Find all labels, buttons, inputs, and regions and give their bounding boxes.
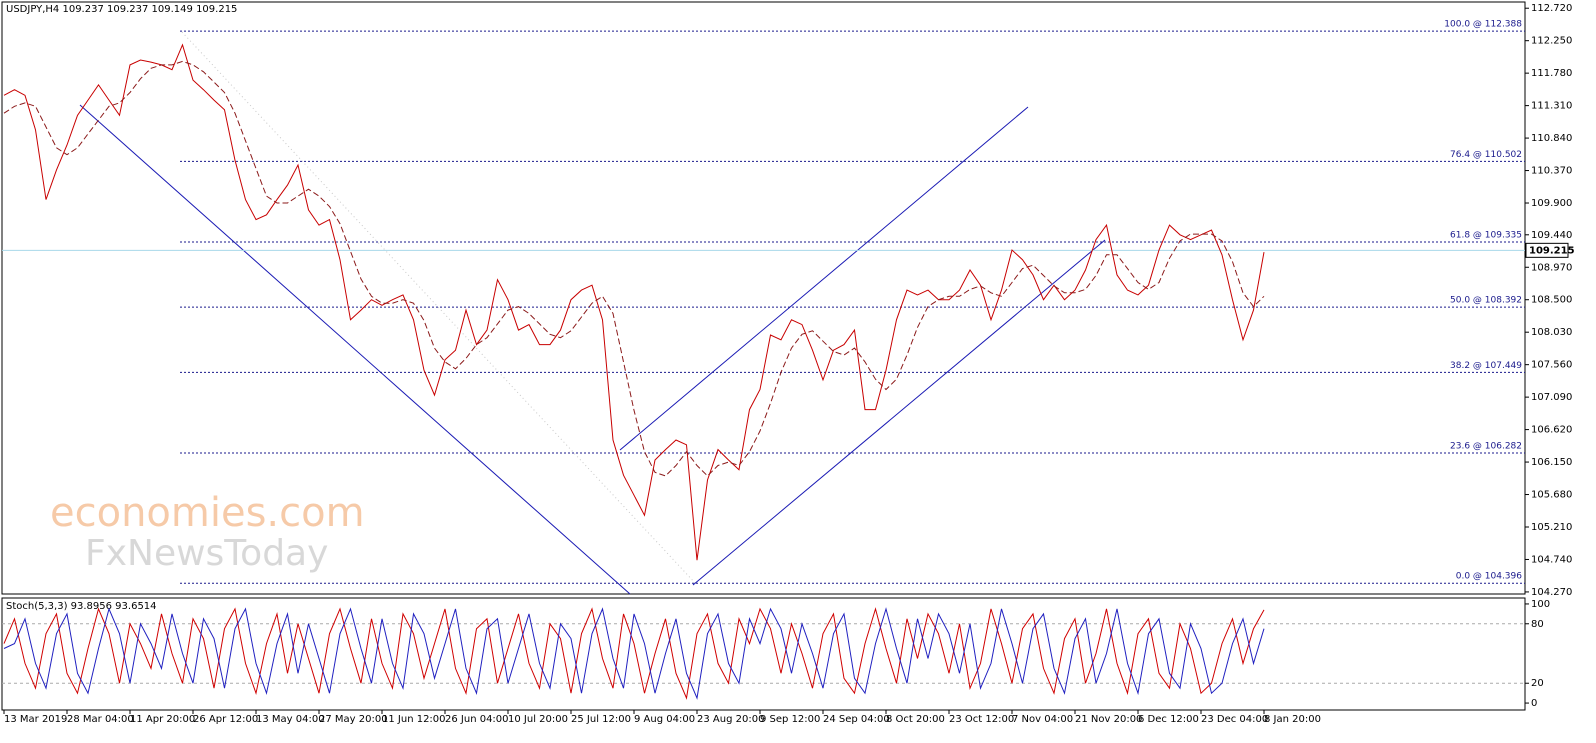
y-tick-label: 108.970 [1531, 262, 1572, 273]
watermark: FxNewsToday [85, 533, 328, 574]
x-tick-label: 8 Oct 20:00 [886, 714, 945, 725]
x-tick-label: 24 Sep 04:00 [823, 714, 890, 725]
y-tick-label: 110.840 [1531, 133, 1572, 144]
y-tick-label: 108.500 [1531, 295, 1572, 306]
main-panel [1, 1, 1526, 595]
x-tick-label: 13 May 04:00 [256, 714, 325, 725]
y-tick-label: 111.780 [1531, 68, 1572, 79]
y-tick-label: 112.250 [1531, 36, 1572, 47]
x-tick-label: 10 Jul 20:00 [508, 714, 568, 725]
x-tick-label: 26 Apr 12:00 [193, 714, 258, 725]
fib-label: 50.0 @ 108.392 [1450, 296, 1522, 306]
y-tick-label: 107.560 [1531, 360, 1572, 371]
y-tick-label: 105.210 [1531, 522, 1572, 533]
x-tick-label: 28 Mar 04:00 [67, 714, 134, 725]
fib-label: 76.4 @ 110.502 [1450, 150, 1522, 160]
y-tick-label: 110.370 [1531, 166, 1572, 177]
x-tick-label: 11 Jun 12:00 [382, 714, 446, 725]
y-tick-label: 104.270 [1531, 587, 1572, 598]
x-tick-label: 7 Nov 04:00 [1012, 714, 1073, 725]
series-line [3, 607, 1265, 700]
fib-label: 100.0 @ 112.388 [1444, 20, 1522, 30]
y-tick-label: 20 [1531, 678, 1544, 689]
trendline [692, 239, 1106, 586]
x-tick-label: 23 Dec 04:00 [1201, 714, 1268, 725]
x-tick-label: 23 Aug 20:00 [697, 714, 764, 725]
current-price-box [1525, 242, 1569, 258]
y-tick-label: 80 [1531, 619, 1544, 630]
fib-label: 23.6 @ 106.282 [1450, 441, 1522, 451]
watermark: economies.com [50, 490, 365, 536]
y-tick-label: 111.310 [1531, 101, 1572, 112]
x-tick-label: 26 Jun 04:00 [445, 714, 509, 725]
x-tick-label: 8 Jan 20:00 [1264, 714, 1321, 725]
chart-title: USDJPY,H4 109.237 109.237 109.149 109.21… [6, 4, 237, 15]
fib-diagonal [181, 31, 697, 585]
x-tick-label: 9 Aug 04:00 [634, 714, 695, 725]
x-tick-label: 6 Dec 12:00 [1138, 714, 1199, 725]
y-tick-label: 107.090 [1531, 392, 1572, 403]
series-line [3, 60, 1265, 477]
trendline [79, 104, 631, 595]
y-tick-label: 106.150 [1531, 457, 1572, 468]
series-line [3, 607, 1265, 700]
y-tick-label: 105.680 [1531, 490, 1572, 501]
x-tick-label: 23 Oct 12:00 [949, 714, 1014, 725]
y-tick-label: 0 [1531, 698, 1537, 709]
y-tick-label: 112.720 [1531, 3, 1572, 14]
stoch-title: Stoch(5,3,3) 93.8956 93.6514 [6, 601, 157, 612]
x-tick-label: 9 Sep 12:00 [760, 714, 820, 725]
y-tick-label: 104.740 [1531, 554, 1572, 565]
current-price-label: 109.215 [1529, 245, 1575, 256]
y-tick-label: 109.900 [1531, 198, 1572, 209]
y-tick-label: 108.030 [1531, 327, 1572, 338]
fib-label: 38.2 @ 107.449 [1450, 361, 1522, 371]
x-tick-label: 11 Apr 20:00 [130, 714, 195, 725]
x-tick-label: 27 May 20:00 [319, 714, 388, 725]
fib-label: 0.0 @ 104.396 [1456, 572, 1523, 582]
x-tick-label: 25 Jul 12:00 [571, 714, 631, 725]
trendline [619, 106, 1029, 451]
x-tick-label: 21 Nov 20:00 [1075, 714, 1142, 725]
y-tick-label: 109.440 [1531, 230, 1572, 241]
y-tick-label: 100 [1531, 599, 1550, 610]
fib-label: 61.8 @ 109.335 [1450, 231, 1522, 241]
series-line [3, 43, 1265, 561]
x-tick-label: 13 Mar 2019 [4, 714, 67, 725]
y-tick-label: 106.620 [1531, 425, 1572, 436]
